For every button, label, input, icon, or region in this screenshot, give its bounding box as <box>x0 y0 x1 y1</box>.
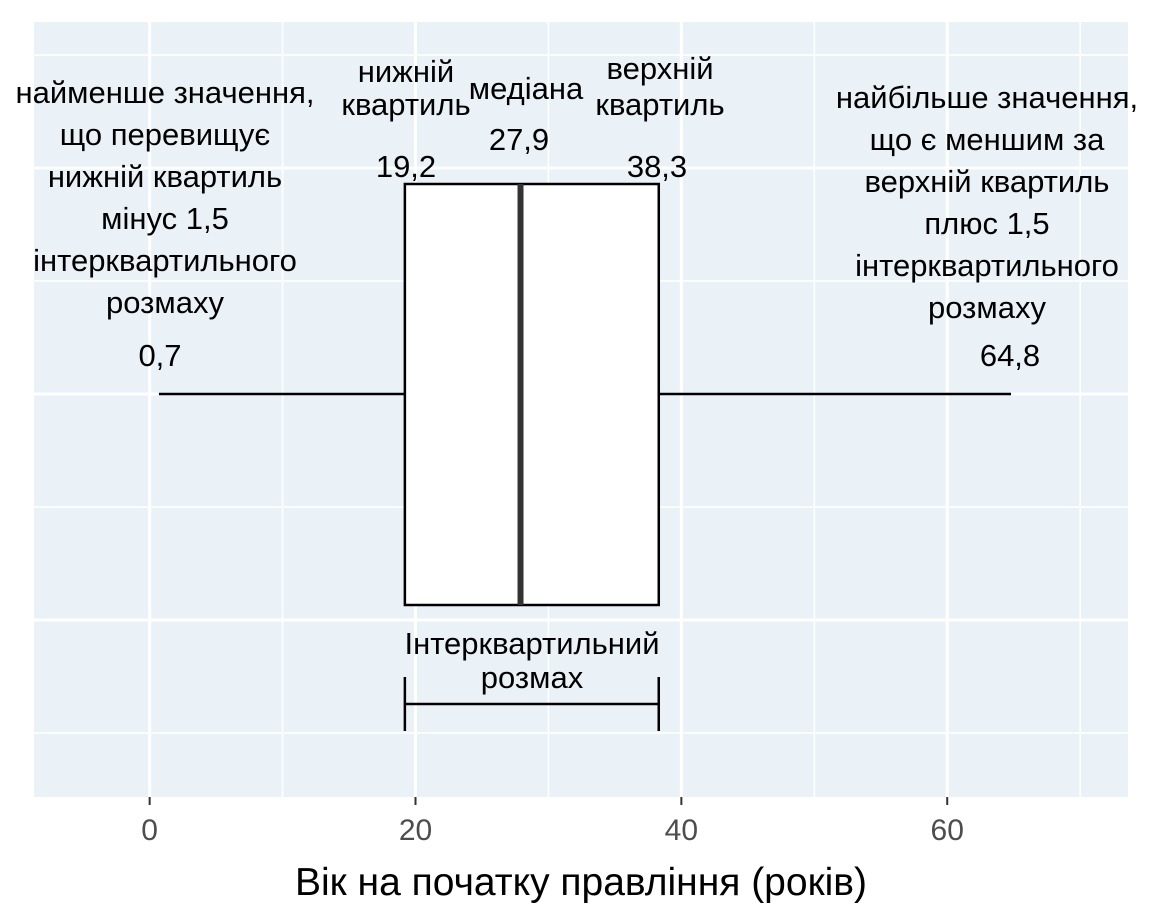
annotation-iqr-line-1: Інтерквартильний <box>404 626 659 661</box>
value-label-whisker-low: 0,7 <box>138 338 181 373</box>
annotation-q3-line-1: верхній <box>606 51 713 86</box>
annotation-q1-line-1: нижній <box>358 54 455 89</box>
annotation-whisker-low-line-2: що перевищує <box>60 117 270 152</box>
annotation-whisker-low-line-3: нижній квартиль <box>48 159 282 194</box>
annotation-median-line-1: медіана <box>469 71 584 106</box>
annotation-whisker-high-line-5: інтерквартильного <box>855 248 1119 283</box>
value-label-q1: 19,2 <box>376 149 436 184</box>
annotation-whisker-high-line-3: верхній квартиль <box>865 164 1110 199</box>
annotation-whisker-low-line-4: мінус 1,5 <box>101 201 229 236</box>
annotation-whisker-high-line-4: плюс 1,5 <box>924 206 1049 241</box>
annotation-whisker-high-line-1: найбільше значення, <box>836 80 1138 115</box>
value-label-whisker-high: 64,8 <box>980 338 1040 373</box>
annotation-whisker-low-line-6: розмаху <box>106 285 224 320</box>
annotation-whisker-high-line-6: розмаху <box>928 290 1046 325</box>
iqr-box <box>403 182 661 607</box>
x-axis-title: Вік на початку правління (років) <box>295 861 867 904</box>
annotation-whisker-low-line-1: найменше значення, <box>16 75 315 110</box>
annotation-q1-line-2: квартиль <box>341 87 470 122</box>
value-label-median: 27,9 <box>489 122 549 157</box>
annotation-whisker-low-line-5: інтерквартильного <box>33 243 297 278</box>
annotation-iqr-line-2: розмах <box>481 660 584 695</box>
x-tick-label: 0 <box>141 814 158 847</box>
value-label-q3: 38,3 <box>627 149 687 184</box>
x-tick-label: 20 <box>399 814 432 847</box>
x-tick-label: 60 <box>931 814 964 847</box>
annotation-whisker-high-line-2: що є меншим за <box>870 122 1105 157</box>
annotation-q3-line-2: квартиль <box>595 87 724 122</box>
x-tick-label: 40 <box>665 814 698 847</box>
